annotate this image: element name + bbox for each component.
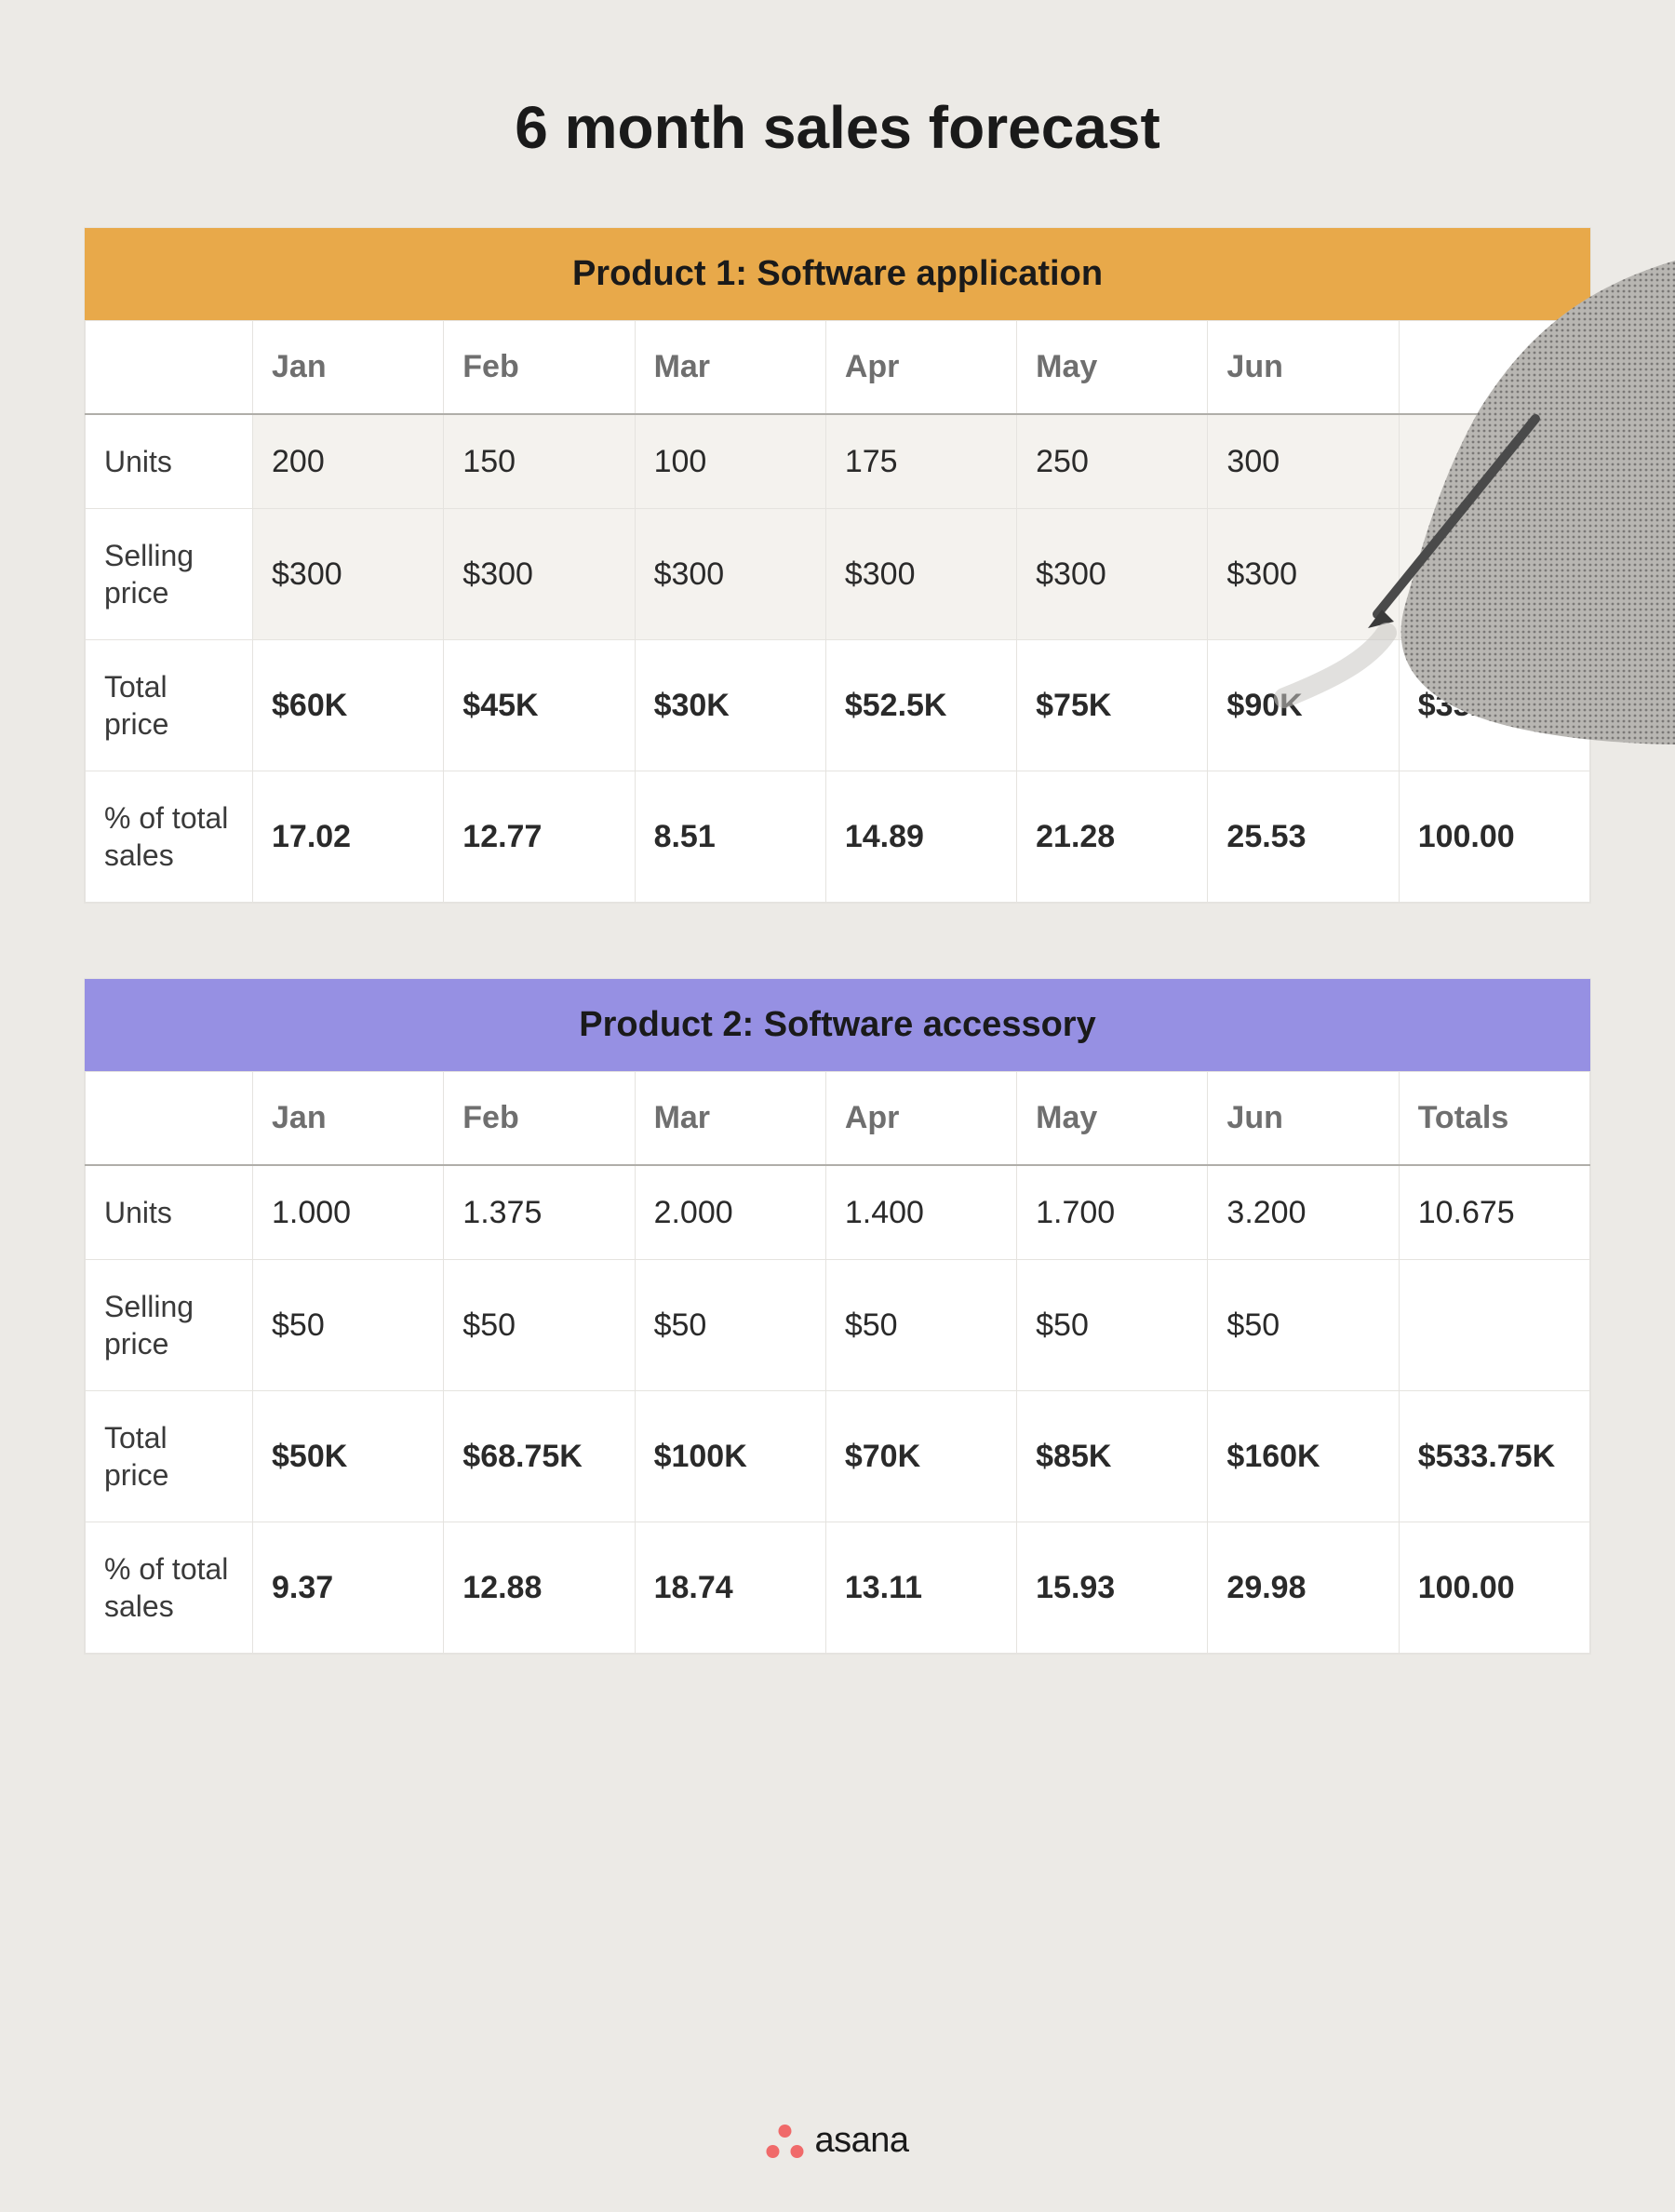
table-row: Units200150100175250300 — [86, 414, 1590, 509]
table-cell: 175 — [825, 414, 1016, 509]
table-cell: 1.400 — [825, 1165, 1016, 1260]
column-header: Apr — [825, 1072, 1016, 1166]
column-header: Mar — [635, 1072, 825, 1166]
table-cell: $100K — [635, 1391, 825, 1522]
row-label: Units — [86, 1165, 253, 1260]
table-cell: 10.675 — [1399, 1165, 1589, 1260]
table-cell — [1399, 509, 1589, 640]
table-cell: 14.89 — [825, 771, 1016, 903]
table-row: % of total sales9.3712.8818.7413.1115.93… — [86, 1522, 1590, 1654]
column-header: Jun — [1208, 321, 1399, 415]
table-row: Selling price$300$300$300$300$300$300 — [86, 509, 1590, 640]
column-header — [1399, 321, 1589, 415]
table-cell: 3.200 — [1208, 1165, 1399, 1260]
table-cell: 8.51 — [635, 771, 825, 903]
table-cell: 300 — [1208, 414, 1399, 509]
table-cell: 21.28 — [1017, 771, 1208, 903]
row-label: Selling price — [86, 509, 253, 640]
table-row: Total price$50K$68.75K$100K$70K$85K$160K… — [86, 1391, 1590, 1522]
column-header: Feb — [444, 1072, 635, 1166]
column-header: Jan — [253, 1072, 444, 1166]
table-cell: 18.74 — [635, 1522, 825, 1654]
table-cell: $68.75K — [444, 1391, 635, 1522]
row-label: Units — [86, 414, 253, 509]
table-cell: 13.11 — [825, 1522, 1016, 1654]
table-cell: $300 — [635, 509, 825, 640]
product-header: Product 1: Software application — [85, 228, 1590, 320]
table-cell: $533.75K — [1399, 1391, 1589, 1522]
table-cell: 25.53 — [1208, 771, 1399, 903]
row-label: Total price — [86, 1391, 253, 1522]
asana-logo: asana — [766, 2121, 908, 2161]
table-cell: 100.00 — [1399, 771, 1589, 903]
table-cell: $75K — [1017, 640, 1208, 771]
column-header: May — [1017, 1072, 1208, 1166]
forecast-table: JanFebMarAprMayJunUnits20015010017525030… — [85, 320, 1590, 903]
table-cell: $50 — [825, 1260, 1016, 1391]
table-cell: $300 — [1017, 509, 1208, 640]
row-label: % of total sales — [86, 1522, 253, 1654]
table-cell: 9.37 — [253, 1522, 444, 1654]
row-label: Total price — [86, 640, 253, 771]
row-label: % of total sales — [86, 771, 253, 903]
table-cell: $60K — [253, 640, 444, 771]
table-cell: $50 — [253, 1260, 444, 1391]
table-cell: 1.000 — [253, 1165, 444, 1260]
table-cell: $300 — [825, 509, 1016, 640]
table-cell: $300 — [1208, 509, 1399, 640]
column-header: Apr — [825, 321, 1016, 415]
table-cell: $160K — [1208, 1391, 1399, 1522]
table-cell: $300 — [444, 509, 635, 640]
table-cell: 100 — [635, 414, 825, 509]
table-cell: 29.98 — [1208, 1522, 1399, 1654]
column-header: Mar — [635, 321, 825, 415]
table-cell: 2.000 — [635, 1165, 825, 1260]
row-label: Selling price — [86, 1260, 253, 1391]
column-header: Totals — [1399, 1072, 1589, 1166]
table-cell: 100.00 — [1399, 1522, 1589, 1654]
table-cell: $90K — [1208, 640, 1399, 771]
table-cell: 12.88 — [444, 1522, 635, 1654]
table-cell: 1.700 — [1017, 1165, 1208, 1260]
table-row: Units1.0001.3752.0001.4001.7003.20010.67… — [86, 1165, 1590, 1260]
table-cell: 200 — [253, 414, 444, 509]
table-cell: $50 — [1017, 1260, 1208, 1391]
product-table-2: Product 2: Software accessoryJanFebMarAp… — [84, 978, 1591, 1655]
table-cell: $50K — [253, 1391, 444, 1522]
table-cell: $300 — [253, 509, 444, 640]
product-header: Product 2: Software accessory — [85, 979, 1590, 1071]
table-cell: $30K — [635, 640, 825, 771]
table-cell: $352.5K — [1399, 640, 1589, 771]
asana-logo-icon — [766, 2125, 803, 2158]
table-cell: $50 — [635, 1260, 825, 1391]
table-cell — [1399, 414, 1589, 509]
column-header: Jan — [253, 321, 444, 415]
table-row: Selling price$50$50$50$50$50$50 — [86, 1260, 1590, 1391]
table-corner — [86, 321, 253, 415]
table-row: Total price$60K$45K$30K$52.5K$75K$90K$35… — [86, 640, 1590, 771]
table-cell: $45K — [444, 640, 635, 771]
product-table-1: Product 1: Software applicationJanFebMar… — [84, 227, 1591, 904]
page-title: 6 month sales forecast — [84, 93, 1591, 162]
table-cell: 150 — [444, 414, 635, 509]
table-cell: $70K — [825, 1391, 1016, 1522]
table-corner — [86, 1072, 253, 1166]
column-header: Feb — [444, 321, 635, 415]
table-cell — [1399, 1260, 1589, 1391]
table-cell: 12.77 — [444, 771, 635, 903]
table-cell: $50 — [1208, 1260, 1399, 1391]
table-cell: $52.5K — [825, 640, 1016, 771]
table-cell: 1.375 — [444, 1165, 635, 1260]
table-cell: 17.02 — [253, 771, 444, 903]
table-cell: 250 — [1017, 414, 1208, 509]
table-cell: $85K — [1017, 1391, 1208, 1522]
table-cell: $50 — [444, 1260, 635, 1391]
forecast-table: JanFebMarAprMayJunTotalsUnits1.0001.3752… — [85, 1071, 1590, 1654]
column-header: Jun — [1208, 1072, 1399, 1166]
table-row: % of total sales17.0212.778.5114.8921.28… — [86, 771, 1590, 903]
table-cell: 15.93 — [1017, 1522, 1208, 1654]
asana-logo-text: asana — [814, 2121, 908, 2161]
column-header: May — [1017, 321, 1208, 415]
